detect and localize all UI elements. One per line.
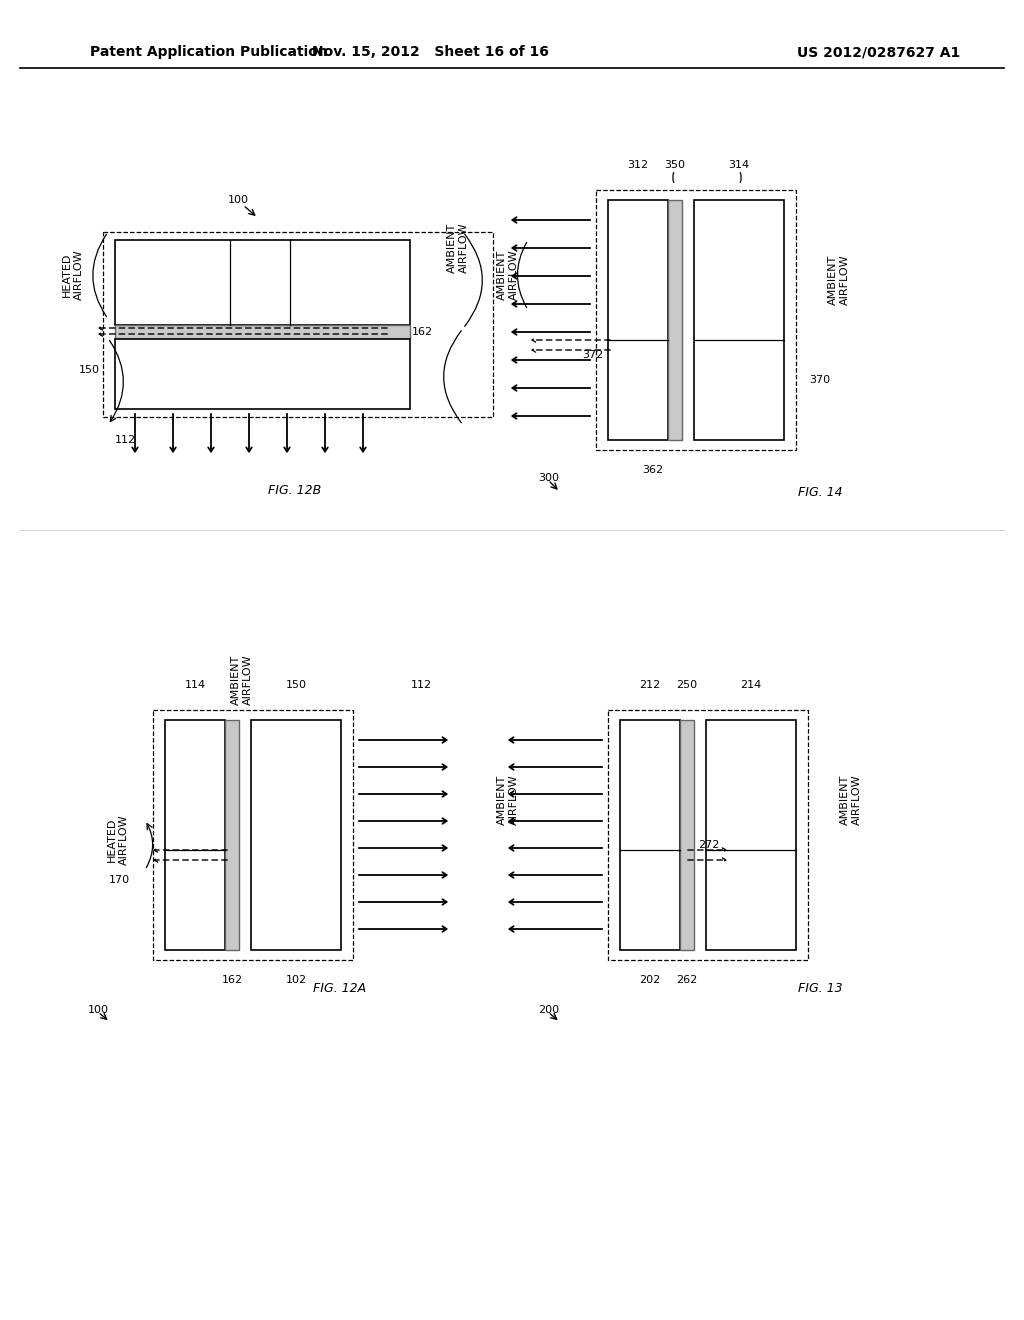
Text: 300: 300 — [538, 473, 559, 483]
Text: HEATED
AIRFLOW: HEATED AIRFLOW — [108, 814, 129, 866]
Bar — [668, 201, 682, 440]
Text: 272: 272 — [698, 840, 720, 850]
Text: Patent Application Publication: Patent Application Publication — [90, 45, 328, 59]
Bar — [608, 201, 668, 440]
Text: Nov. 15, 2012   Sheet 16 of 16: Nov. 15, 2012 Sheet 16 of 16 — [311, 45, 549, 59]
Text: AMBIENT
AIRFLOW: AMBIENT AIRFLOW — [828, 255, 850, 305]
Text: 100: 100 — [88, 1005, 109, 1015]
Bar — [694, 201, 784, 440]
Bar — [165, 719, 225, 950]
Text: 214: 214 — [740, 680, 762, 690]
Bar — [115, 240, 410, 325]
Text: 250: 250 — [677, 680, 697, 690]
Text: 200: 200 — [538, 1005, 559, 1015]
Text: 100: 100 — [228, 195, 249, 205]
Text: 362: 362 — [642, 465, 664, 475]
Bar — [251, 719, 341, 950]
Text: 170: 170 — [109, 875, 130, 884]
Text: 314: 314 — [728, 160, 750, 170]
Bar — [680, 719, 694, 950]
Text: 112: 112 — [411, 680, 431, 690]
Text: AMBIENT
AIRFLOW: AMBIENT AIRFLOW — [841, 775, 862, 825]
Text: 162: 162 — [412, 327, 433, 337]
Text: 262: 262 — [677, 975, 697, 985]
Text: 114: 114 — [184, 680, 206, 690]
Text: 350: 350 — [665, 160, 685, 170]
Text: HEATED
AIRFLOW: HEATED AIRFLOW — [62, 249, 84, 301]
Bar — [115, 339, 410, 409]
Text: AMBIENT
AIRFLOW: AMBIENT AIRFLOW — [231, 655, 253, 705]
Text: 370: 370 — [809, 375, 830, 385]
Text: 312: 312 — [628, 160, 648, 170]
Text: 112: 112 — [115, 436, 136, 445]
Bar — [620, 719, 680, 950]
Text: 162: 162 — [221, 975, 243, 985]
Text: 372: 372 — [582, 350, 603, 360]
Text: 202: 202 — [639, 975, 660, 985]
Text: FIG. 14: FIG. 14 — [798, 486, 843, 499]
Text: 150: 150 — [79, 366, 100, 375]
Text: 212: 212 — [639, 680, 660, 690]
Bar — [225, 719, 239, 950]
Text: FIG. 12A: FIG. 12A — [313, 982, 367, 994]
Text: 150: 150 — [286, 680, 306, 690]
Text: US 2012/0287627 A1: US 2012/0287627 A1 — [797, 45, 961, 59]
Text: FIG. 13: FIG. 13 — [798, 982, 843, 994]
Text: AMBIENT
AIRFLOW: AMBIENT AIRFLOW — [498, 249, 519, 301]
Text: AMBIENT
AIRFLOW: AMBIENT AIRFLOW — [447, 223, 469, 273]
Bar — [706, 719, 796, 950]
Text: 102: 102 — [286, 975, 306, 985]
Bar — [115, 325, 410, 339]
Text: FIG. 12B: FIG. 12B — [268, 483, 322, 496]
Text: AMBIENT
AIRFLOW: AMBIENT AIRFLOW — [498, 775, 519, 825]
